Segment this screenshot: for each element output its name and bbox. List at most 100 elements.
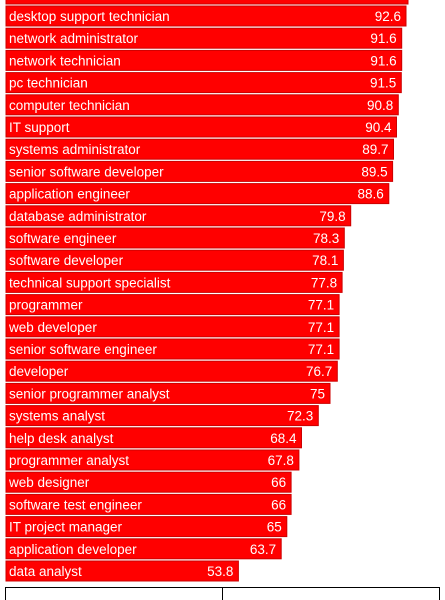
bar-value-label: 90.8 [367, 98, 393, 113]
bar-row: software engineer 78.3 [5, 227, 345, 249]
bar [5, 449, 300, 471]
bar-value-label: 53.8 [207, 564, 233, 579]
bar-row: database administrator 79.8 [5, 205, 352, 227]
bar [5, 94, 399, 116]
bar [5, 338, 340, 360]
bar-row: software test engineer 66 [5, 493, 292, 515]
bar-value-label: 75 [310, 386, 325, 401]
bar-clipped-top [5, 0, 409, 5]
bar-value-label: 91.5 [370, 76, 396, 91]
bar-value-label: 76.7 [306, 364, 332, 379]
bar-row: developer 76.7 [5, 360, 338, 382]
bar-row: network technician 91.6 [5, 49, 403, 71]
bar [5, 360, 338, 382]
bar [5, 471, 292, 493]
bar-row: application developer 63.7 [5, 538, 282, 560]
bar-value-label: 68.4 [270, 431, 297, 446]
bar-category-label: senior software engineer [9, 342, 157, 357]
bar-category-label: senior software developer [9, 164, 164, 179]
bar-category-label: database administrator [9, 209, 147, 224]
bar-value-label: 77.1 [308, 342, 334, 357]
bar-category-label: data analyst [9, 564, 82, 579]
bar [5, 227, 345, 249]
bar-category-label: software test engineer [9, 497, 142, 512]
bar-row: web designer 66 [5, 471, 292, 493]
bar-category-label: pc technician [9, 76, 88, 91]
bar-row: senior programmer analyst 75 [5, 382, 331, 404]
bar [5, 493, 292, 515]
bar [5, 116, 397, 138]
bar-category-label: programmer analyst [9, 453, 129, 468]
bar [5, 294, 340, 316]
bar-row: senior software engineer 77.1 [5, 338, 340, 360]
bar-category-label: technical support specialist [9, 275, 171, 290]
bar-value-label: 77.8 [311, 275, 337, 290]
bar-value-label: 89.7 [362, 142, 388, 157]
bar [5, 271, 343, 293]
bar-category-label: help desk analyst [9, 431, 114, 446]
bar-category-label: network administrator [9, 31, 139, 46]
bar-value-label: 79.8 [319, 209, 345, 224]
bar-row: senior software developer 89.5 [5, 160, 394, 182]
bar-category-label: web designer [8, 475, 90, 490]
bar-value-label: 92.6 [375, 9, 401, 24]
bar [5, 160, 394, 182]
bar [5, 516, 288, 538]
bar-row: software developer 78.1 [5, 249, 344, 271]
bar-row: programmer 77.1 [5, 294, 340, 316]
bar-value-label: 77.1 [308, 320, 334, 335]
bar [5, 427, 302, 449]
bar [5, 205, 352, 227]
bar-category-label: application engineer [9, 187, 130, 202]
bar [5, 316, 340, 338]
bar-value-label: 67.8 [268, 453, 294, 468]
bar-category-label: network technician [9, 53, 121, 68]
bar-row: systems analyst 72.3 [5, 405, 319, 427]
bar-row: pc technician 91.5 [5, 72, 402, 94]
bar-category-label: application developer [9, 542, 137, 557]
bar [5, 5, 407, 27]
bar-row: network administrator 91.6 [5, 27, 403, 49]
bar-row: technical support specialist 77.8 [5, 271, 343, 293]
bar-category-label: IT project manager [9, 520, 123, 535]
bar-row: programmer analyst 67.8 [5, 449, 300, 471]
bar [5, 183, 390, 205]
bar-row: IT support 90.4 [5, 116, 397, 138]
bar [5, 72, 402, 94]
bar-row: desktop support technician 92.6 [5, 5, 407, 27]
bar [5, 382, 331, 404]
bar [5, 538, 282, 560]
bar-value-label: 65 [267, 520, 282, 535]
bar-value-label: 66 [271, 475, 286, 490]
bar-category-label: desktop support technician [9, 9, 170, 24]
bar-row: computer technician 90.8 [5, 94, 399, 116]
bar-row: web developer 77.1 [5, 316, 340, 338]
bar-value-label: 88.6 [358, 187, 384, 202]
bar-value-label: 89.5 [361, 164, 387, 179]
bar [5, 27, 403, 49]
bars-group: desktop support technician 92.6 network ad… [5, 0, 409, 582]
bar-category-label: computer technician [9, 98, 130, 113]
bar-value-label: 63.7 [250, 542, 276, 557]
bar [5, 49, 403, 71]
bar-value-label: 72.3 [287, 409, 313, 424]
bar-category-label: software developer [9, 253, 124, 268]
bar-value-label: 90.4 [365, 120, 392, 135]
bar-category-label: systems analyst [9, 409, 105, 424]
bar-category-label: senior programmer analyst [9, 386, 170, 401]
bar [5, 249, 344, 271]
bar [5, 138, 394, 160]
bar [5, 405, 319, 427]
bar-row: data analyst 53.8 [5, 560, 239, 582]
bar-row: IT project manager 65 [5, 516, 288, 538]
bar-value-label: 78.1 [312, 253, 338, 268]
bar-value-label: 78.3 [313, 231, 339, 246]
bar-value-label: 91.6 [370, 31, 396, 46]
bar-value-label: 66 [271, 497, 286, 512]
bar-value-label: 77.1 [308, 298, 334, 313]
bar-category-label: web developer [8, 320, 97, 335]
bar-value-label: 91.6 [370, 53, 396, 68]
bar [5, 560, 239, 582]
